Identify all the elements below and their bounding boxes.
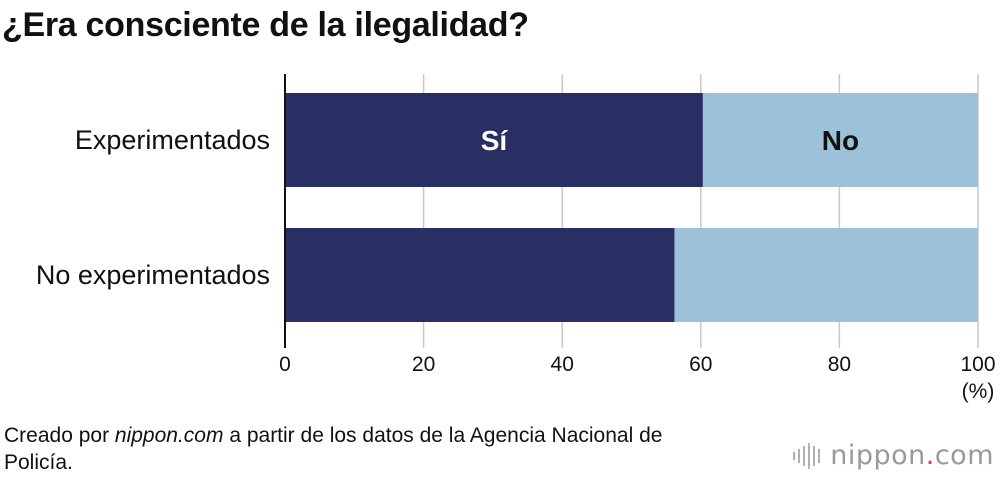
bar-no-1 [674, 228, 978, 322]
bar-labels: Sí No [481, 125, 859, 156]
source-prefix: Creado por [4, 424, 115, 447]
bar-si-1 [285, 228, 675, 322]
logo-mark-icon [793, 442, 821, 469]
nippon-logo: nippon.com [793, 440, 994, 471]
category-label-0: Experimentados [75, 125, 270, 155]
logo-text: nippon.com [830, 440, 994, 471]
category-labels: Experimentados No experimentados [36, 125, 270, 290]
source-site: nippon.com [114, 424, 224, 447]
x-tick-0: 0 [279, 353, 291, 376]
x-tick-20: 20 [412, 353, 435, 376]
x-tick-80: 80 [828, 353, 851, 376]
stacked-bar-chart: Sí No Experimentados No experimentados 0 20… [36, 74, 996, 403]
x-tick-40: 40 [551, 353, 574, 376]
bar-no-0 [702, 93, 978, 187]
x-tick-labels: 0 20 40 60 80 100 (%) [279, 353, 995, 403]
bar-si-0 [285, 93, 703, 187]
bar-label-si: Sí [481, 125, 509, 156]
source-note: Creado por nippon.com a partir de los da… [4, 422, 704, 476]
x-tick-100: 100 [960, 353, 995, 376]
category-label-1: No experimentados [36, 260, 270, 290]
source-suffix: a partir de los datos de la Agencia Naci… [4, 424, 663, 474]
x-tick-60: 60 [689, 353, 712, 376]
bar-label-no: No [822, 125, 859, 156]
bars [285, 93, 978, 322]
chart-title: ¿Era consciente de la ilegalidad? [2, 6, 529, 44]
x-unit-label: (%) [962, 380, 995, 403]
